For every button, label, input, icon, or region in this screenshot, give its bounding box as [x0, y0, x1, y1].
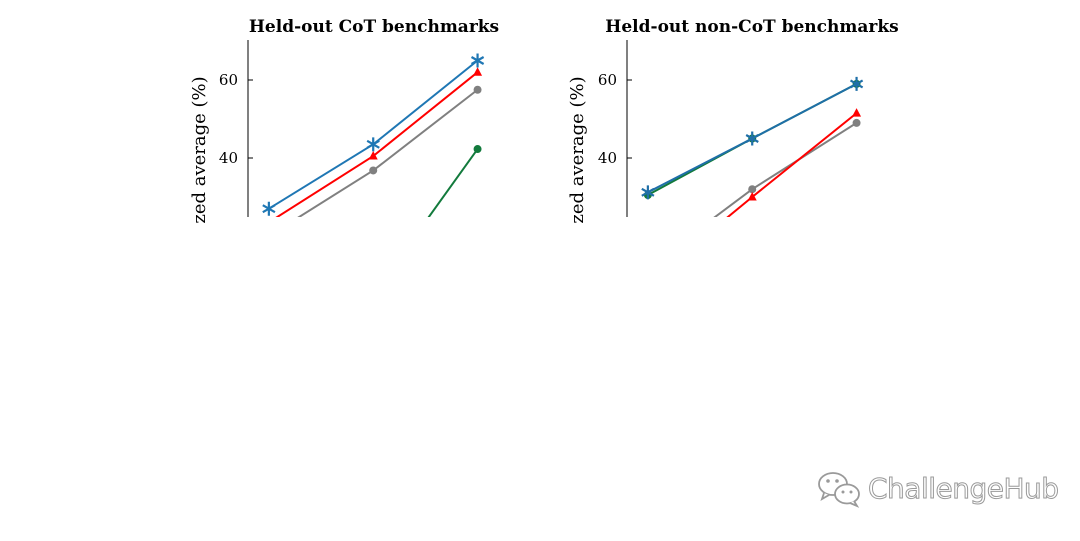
- watermark: ChallengeHub: [816, 468, 1060, 508]
- data-point: [644, 263, 652, 271]
- data-point: [849, 76, 864, 91]
- data-point: [852, 118, 861, 127]
- data-point: [369, 166, 378, 175]
- y-tick-label: 40: [219, 149, 238, 167]
- y-axis-label: zed average (%): [189, 76, 210, 223]
- data-point: [264, 217, 273, 226]
- data-point: [747, 192, 757, 201]
- series-line: [427, 148, 479, 217]
- watermark-text: ChallengeHub: [868, 471, 1060, 505]
- y-tick-label: 60: [598, 71, 617, 89]
- y-axis-label: zed average (%): [567, 76, 588, 223]
- wechat-icon: [818, 472, 860, 508]
- plot-area: [641, 76, 864, 287]
- data-point: [366, 137, 380, 152]
- data-point: [748, 185, 757, 194]
- y-tick-label: 60: [219, 71, 238, 89]
- data-point: [745, 131, 759, 146]
- series-line: [268, 59, 479, 210]
- data-point: [473, 67, 483, 76]
- data-point: [369, 291, 377, 299]
- data-point: [473, 85, 482, 94]
- data-point: [368, 151, 378, 160]
- plot-area: [262, 53, 485, 299]
- chart-title: Held-out non-CoT benchmarks: [605, 17, 898, 37]
- data-point: [473, 145, 482, 154]
- y-tick-label: 40: [598, 149, 617, 167]
- series-line: [297, 88, 479, 217]
- data-point: [641, 185, 655, 200]
- data-point: [852, 108, 862, 117]
- data-point: [265, 232, 273, 240]
- data-point: [643, 278, 652, 287]
- data-point: [470, 53, 485, 68]
- chart-title: Held-out CoT benchmarks: [249, 17, 499, 37]
- data-point: [262, 201, 276, 216]
